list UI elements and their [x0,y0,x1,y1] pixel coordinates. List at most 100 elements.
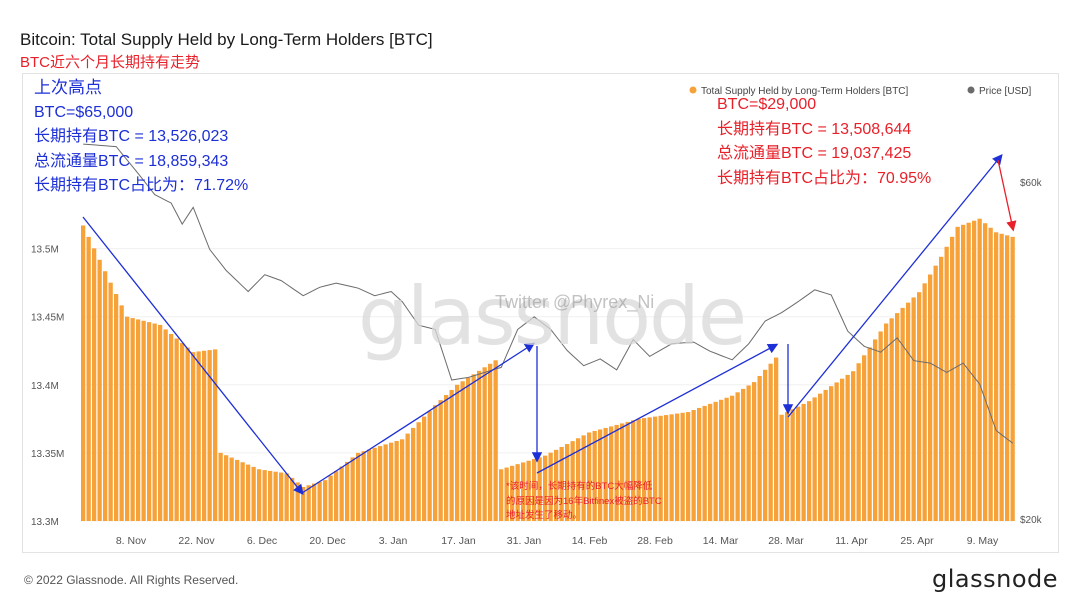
lth-bar [724,397,729,521]
lth-bar [152,323,157,521]
x-tick-label: 28. Feb [637,535,673,547]
bitfinex-note-line-2: 的原因是因为16年Bitfinex被盗的BTC [506,495,662,507]
lth-bar [284,473,289,521]
lth-bar [246,464,251,521]
annotation-current-price: BTC=$29,000 [717,96,817,113]
lth-bar [191,352,196,521]
lth-bar [504,467,509,521]
lth-bar [977,218,982,521]
lth-bar [108,282,113,521]
chart-subtitle: BTC近六个月长期持有走势 [20,54,201,71]
lth-bar [620,423,625,521]
lth-bar [697,407,702,521]
lth-bar [262,470,267,521]
lth-bar [92,248,97,521]
annotation-current: BTC=$29,000 长期持有BTC = 13,508,644 总流通量BTC… [717,93,931,191]
lth-bar [675,413,680,521]
y-right-tick-label: $60k [1020,178,1043,189]
lth-bar [493,360,498,521]
lth-bar [526,460,531,521]
lth-bar [581,435,586,521]
lth-bar [906,302,911,521]
lth-bar [295,482,300,521]
x-tick-label: 17. Jan [441,535,476,547]
lth-bar [834,382,839,521]
lth-bar [334,471,339,521]
lth-bar [411,427,416,521]
lth-bar [576,438,581,521]
lth-bar [537,457,542,521]
lth-bar [636,418,641,521]
lth-bar [306,485,311,521]
lth-bar [878,331,883,521]
lth-bar [900,307,905,521]
lth-bar [532,459,537,521]
bitfinex-note-line-1: *该时间，长期持有的BTC大幅降低 [506,481,653,492]
lth-bar [587,432,592,521]
lth-bar [614,424,619,521]
y-tick-label: 13.3M [31,517,59,528]
legend-marker [689,86,697,94]
annotation-current-lth: 长期持有BTC = 13,508,644 [717,120,912,138]
lth-bar [895,313,900,521]
lth-bar [768,363,773,521]
annotation-previous-high-heading: 上次高点 [34,78,102,97]
lth-bar [939,256,944,521]
lth-bar [763,369,768,521]
lth-bar [202,350,207,521]
lth-bar [807,401,812,521]
lth-bar [482,367,487,521]
lth-bar [290,477,295,521]
legend-marker [967,86,975,94]
lth-bar [488,363,493,521]
bitfinex-note-line-3: 地址发生了移动。 [506,510,583,521]
lth-bar [312,483,317,521]
lth-bar [752,382,757,521]
trend-arrow [997,159,1017,232]
lth-bar [862,355,867,521]
lth-bar [845,374,850,521]
lth-bar [339,466,344,521]
lth-bar [240,462,245,521]
lth-bar [279,472,284,521]
lth-bar [994,232,999,521]
x-tick-label: 25. Apr [900,535,934,547]
lth-bar [658,415,663,521]
lth-bar [97,259,102,521]
lth-supply-chart: 13.3M 13.35M 13.4M 13.45M 13.5M $20k $60k 8. No… [31,86,1043,547]
lth-bar [367,449,372,521]
lth-bar [328,475,333,521]
lth-bar [785,412,790,521]
lth-bar [570,441,575,521]
lth-bar [257,469,262,521]
x-tick-label: 3. Jan [379,535,408,547]
lth-bar [840,378,845,521]
annotation-previous-high: 上次高点 BTC=$65,000 长期持有BTC = 13,526,023 总流… [34,76,248,199]
lth-bar [438,400,443,521]
lth-bar [631,420,636,521]
lth-bar [356,452,361,521]
y-tick-label: 13.5M [31,245,59,256]
lth-bar [103,271,108,521]
lth-bar [136,319,141,521]
legend-label: Price [USD] [979,86,1031,97]
annotation-previous-high-circ: 总流通量BTC = 18,859,343 [34,152,229,170]
lth-bar [680,412,685,521]
lth-bar [988,227,993,522]
lth-bar [812,397,817,521]
lth-bar [702,405,707,521]
lth-bar [911,297,916,521]
lth-bar [460,381,465,521]
annotation-previous-high-price: BTC=$65,000 [34,103,134,121]
lth-bar [867,347,872,521]
y-tick-label: 13.35M [31,449,64,460]
lth-bar [350,457,355,521]
lth-bar [746,385,751,521]
annotation-current-ratio: 长期持有BTC占比为：70.95% [717,169,932,187]
lth-bar [521,462,526,521]
annotation-current-circ: 总流通量BTC = 19,037,425 [717,145,912,162]
lth-bar [207,350,212,521]
lth-bar [933,265,938,521]
x-tick-label: 20. Dec [309,535,345,547]
lth-bar [372,447,377,521]
